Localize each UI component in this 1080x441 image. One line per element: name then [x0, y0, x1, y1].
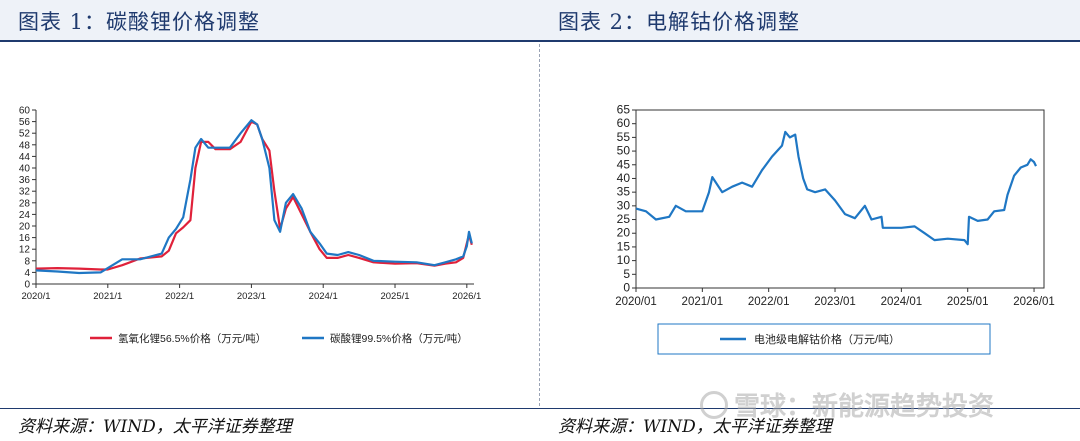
x-tick-label: 2022/1: [165, 291, 194, 302]
y-tick-label: 16: [19, 233, 31, 244]
watermark-text: 雪球：新能源趋势投资: [734, 392, 995, 422]
plot-area-frame: [635, 109, 1045, 289]
y-tick-label: 56: [19, 117, 31, 128]
y-tick-label: 5: [623, 267, 630, 281]
x-tick-label: 2020/1: [21, 291, 50, 302]
legend-box: [657, 323, 991, 355]
y-tick-label: 50: [617, 144, 631, 158]
y-tick-label: 0: [24, 280, 30, 291]
y-tick-label: 28: [19, 198, 31, 209]
x-tick-label: 2025/01: [947, 296, 989, 308]
y-tick-label: 65: [617, 103, 631, 117]
title-bar: 图表 1：碳酸锂价格调整: [0, 0, 540, 40]
title-rule: [0, 40, 540, 42]
x-tick-label: 2021/1: [93, 291, 122, 302]
source-note: 资料来源：WIND，太平洋证券整理: [558, 417, 832, 437]
x-tick-label: 2020/01: [615, 296, 657, 308]
legend-label-red: 氢氧化锂56.5%价格（万元/吨）: [118, 332, 266, 345]
chart-title: 图表 1：碳酸锂价格调整: [18, 10, 261, 34]
y-tick-label: 20: [19, 222, 31, 233]
y-tick-label: 60: [617, 116, 631, 130]
series-line-1: [35, 120, 473, 271]
y-tick-label: 12: [19, 245, 31, 256]
x-tick-label: 2022/01: [748, 296, 790, 308]
x-tick-label: 2023/1: [237, 291, 266, 302]
x-tick-label: 2026/01: [1013, 296, 1055, 308]
y-tick-label: 52: [19, 129, 31, 140]
snowball-logo-icon: [700, 391, 728, 419]
panel-lithium: 图表 1：碳酸锂价格调整 0 4 8 12 16 20 24 28 32 36 40 44 48 52 56…: [0, 0, 540, 437]
y-tick-label: 40: [19, 164, 31, 175]
x-tick-label: 2021/01: [682, 296, 724, 308]
chart-title: 图表 2：电解钴价格调整: [558, 10, 801, 34]
series-line-1: [635, 130, 1037, 246]
y-tick-label: 55: [617, 130, 631, 144]
footer-rule: [540, 408, 1080, 409]
y-tick-label: 4: [24, 268, 30, 279]
x-tick-label: 2025/1: [380, 291, 409, 302]
y-tick-label: 15: [617, 239, 631, 253]
y-tick-label: 20: [617, 226, 631, 240]
y-tick-label: 48: [19, 140, 31, 151]
y-tick-label: 24: [19, 210, 31, 221]
y-tick-label: 30: [617, 198, 631, 212]
x-tick-label: 2023/01: [814, 296, 856, 308]
legend-label-blue: 碳酸锂99.5%价格（万元/吨）: [330, 332, 468, 345]
x-tick-label: 2024/01: [881, 296, 923, 308]
y-tick-label: 32: [19, 187, 31, 198]
footer-rule: [0, 408, 540, 409]
y-tick-label: 45: [617, 157, 631, 171]
y-tick-label: 35: [617, 185, 631, 199]
y-tick-label: 44: [19, 152, 31, 163]
x-tick-label: 2024/1: [309, 291, 338, 302]
y-tick-label: 40: [617, 171, 631, 185]
series-group: [35, 119, 473, 275]
y-tick-label: 10: [617, 253, 631, 267]
y-tick-label: 0: [623, 281, 630, 295]
legend: 氢氧化锂56.5%价格（万元/吨） 碳酸锂99.5%价格（万元/吨）: [90, 332, 468, 345]
y-tick-label: 36: [19, 175, 31, 186]
legend-label-blue: 电池级电解钴价格（万元/吨）: [754, 332, 900, 346]
title-bar: 图表 2：电解钴价格调整: [540, 0, 1080, 40]
y-tick-label: 60: [19, 106, 31, 117]
source-note: 资料来源：WIND，太平洋证券整理: [18, 417, 292, 437]
y-tick-label: 25: [617, 212, 631, 226]
legend: 电池级电解钴价格（万元/吨）: [657, 323, 991, 355]
series-line-2: [35, 119, 473, 275]
title-rule: [540, 40, 1080, 42]
x-tick-label: 2026/1: [452, 291, 481, 302]
y-tick-label: 8: [24, 256, 30, 267]
series-group: [635, 130, 1037, 246]
panel-divider: [539, 44, 540, 406]
panel-cobalt: 图表 2：电解钴价格调整 0 5 10 15 20 25 30 35 40 45 50 55 60 65 2…: [540, 0, 1080, 441]
watermark: 雪球：新能源趋势投资: [700, 386, 994, 423]
